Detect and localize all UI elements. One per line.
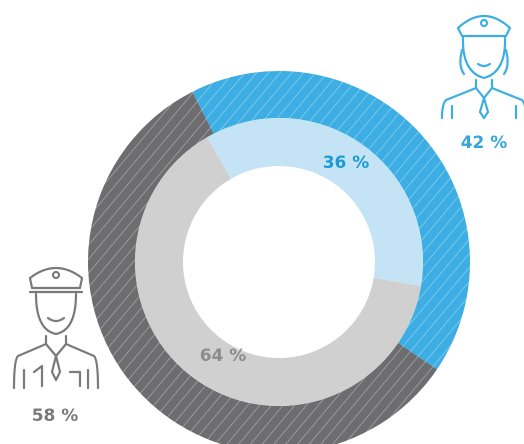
- value-label: 64 %: [200, 346, 247, 366]
- hatch-overlay: [88, 71, 470, 444]
- female-officer-icon: [440, 15, 524, 120]
- value-label: 58 %: [32, 406, 79, 426]
- male-officer-icon: [12, 266, 100, 390]
- value-label: 36 %: [323, 153, 370, 173]
- value-label: 42 %: [461, 133, 508, 153]
- ring-segment: [135, 137, 421, 406]
- ring-segment: [207, 118, 424, 287]
